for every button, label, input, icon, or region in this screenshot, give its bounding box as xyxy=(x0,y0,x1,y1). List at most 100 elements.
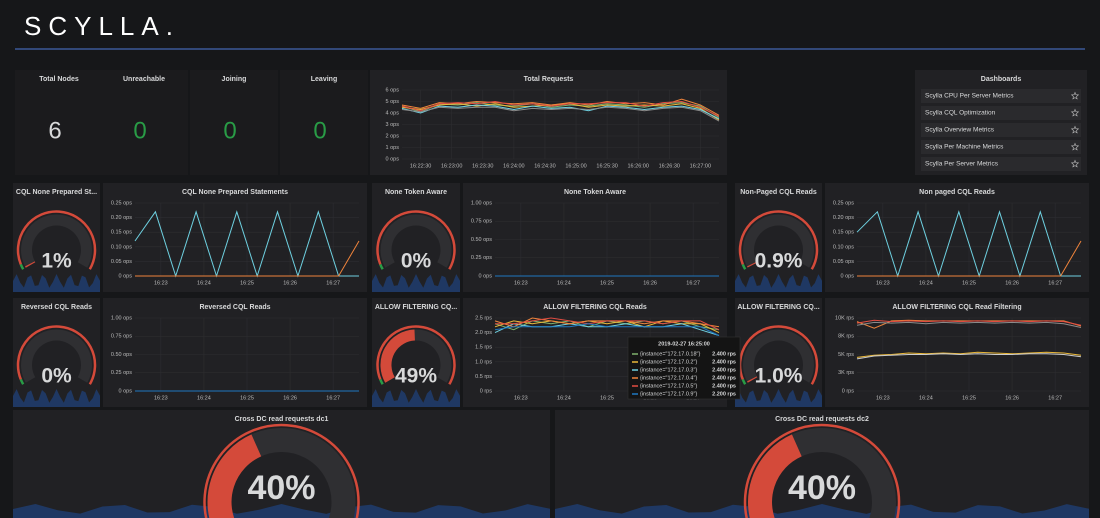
y-tick-label: 0.5 rps xyxy=(475,374,492,380)
gauge-threshold-bad xyxy=(738,210,819,270)
y-tick-label: 4 ops xyxy=(386,110,400,116)
tooltip-value: 2.200 rps xyxy=(712,391,736,397)
y-tick-label: 0.50 ops xyxy=(111,352,132,358)
x-tick-label: 16:27 xyxy=(326,395,340,401)
dashboard-link[interactable] xyxy=(921,106,1081,120)
panel-title: Cross DC read requests dc1 xyxy=(235,416,329,423)
x-tick-label: 16:27 xyxy=(1048,395,1062,401)
y-tick-label: 0.15 ops xyxy=(111,230,132,236)
x-tick-label: 16:23:00 xyxy=(441,163,462,169)
series-line xyxy=(856,351,1082,358)
y-tick-label: 2.5 rps xyxy=(475,315,492,321)
tooltip-value: 2.400 rps xyxy=(712,351,736,357)
panel xyxy=(370,70,727,175)
gauge-threshold-ok xyxy=(19,263,25,270)
x-tick-label: 16:24 xyxy=(557,395,571,401)
y-tick-label: 0.10 ops xyxy=(833,244,854,250)
y-tick-label: 0.10 ops xyxy=(111,244,132,250)
sparkline xyxy=(735,274,822,292)
dashboard-name[interactable]: Scylla Per Server Metrics xyxy=(925,161,999,168)
star-icon[interactable] xyxy=(1070,91,1080,100)
y-tick-label: 10K rps xyxy=(835,315,854,321)
series-line xyxy=(135,240,360,277)
tooltip-label: {instance="172.17.0.2"} xyxy=(640,359,697,365)
gauge-value xyxy=(748,434,803,518)
panel-title: Cross DC read requests dc2 xyxy=(775,416,869,423)
gauge-threshold-bad xyxy=(738,325,819,385)
dashboard-link[interactable] xyxy=(921,140,1081,154)
y-tick-label: 0 rps xyxy=(842,388,854,394)
dashboard-name[interactable]: Scylla CPU Per Server Metrics xyxy=(925,93,1014,100)
dashboard-link[interactable] xyxy=(921,157,1081,171)
panel-title: ALLOW FILTERING CQL Reads xyxy=(543,304,647,311)
tooltip-label: {instance="172.17.0.18"} xyxy=(640,351,700,357)
panel-title: ALLOW FILTERING CQ... xyxy=(375,304,457,311)
gauge-threshold-bad xyxy=(376,210,456,270)
gauge-value xyxy=(207,434,262,518)
tooltip-label: {instance="172.17.0.5"} xyxy=(640,383,697,389)
dashboard-name[interactable]: Scylla Overview Metrics xyxy=(925,127,995,134)
star-icon[interactable] xyxy=(1070,108,1080,117)
series-line xyxy=(401,104,720,120)
panel-title: Non paged CQL Reads xyxy=(919,189,995,196)
y-tick-label: 2 ops xyxy=(386,133,400,139)
series-line xyxy=(401,106,720,122)
x-tick-label: 16:25:00 xyxy=(565,163,586,169)
y-tick-label: 0.25 ops xyxy=(111,370,132,376)
dashboard-name[interactable]: Scylla CQL Optimization xyxy=(925,110,996,117)
panel xyxy=(190,70,278,175)
dashboard-name[interactable]: Scylla Per Machine Metrics xyxy=(925,144,1004,151)
x-tick-label: 16:26 xyxy=(643,280,657,286)
x-tick-label: 16:25 xyxy=(962,395,976,401)
y-tick-label: 1.00 ops xyxy=(111,315,132,321)
star-icon[interactable] xyxy=(1070,125,1080,134)
gauge-track xyxy=(743,329,814,383)
y-tick-label: 0.50 ops xyxy=(471,237,492,243)
x-tick-label: 16:23 xyxy=(514,280,528,286)
tooltip xyxy=(627,336,741,400)
x-tick-label: 16:26 xyxy=(283,280,297,286)
dashboard-link[interactable] xyxy=(921,123,1081,137)
star-icon[interactable] xyxy=(1070,159,1080,168)
series-line xyxy=(401,98,720,116)
x-tick-label: 16:26 xyxy=(1005,280,1019,286)
panel-title: ALLOW FILTERING CQ... xyxy=(737,304,819,311)
y-tick-label: 0 ops xyxy=(119,388,133,394)
x-tick-label: 16:27 xyxy=(326,280,340,286)
panel xyxy=(825,183,1089,292)
x-tick-label: 16:24 xyxy=(197,280,211,286)
gauge-threshold-bad xyxy=(203,423,360,518)
panel xyxy=(100,70,188,175)
y-tick-label: 0.20 ops xyxy=(833,215,854,221)
y-tick-label: 5 ops xyxy=(386,99,400,105)
x-tick-label: 16:26 xyxy=(1005,395,1019,401)
x-tick-label: 16:24 xyxy=(557,280,571,286)
dashboard-link[interactable] xyxy=(921,89,1081,103)
panel xyxy=(463,183,727,292)
y-tick-label: 1.5 rps xyxy=(475,345,492,351)
stat-value: 0 xyxy=(223,117,236,144)
tooltip-value: 2.400 rps xyxy=(712,383,736,389)
gauge-track xyxy=(380,214,452,268)
panel xyxy=(555,410,1089,518)
y-tick-label: 0.75 ops xyxy=(471,219,492,225)
panel-title: Reversed CQL Reads xyxy=(199,304,270,311)
logo: SCYLLA. xyxy=(24,11,180,41)
x-tick-label: 16:24:30 xyxy=(534,163,555,169)
y-tick-label: 0.15 ops xyxy=(833,230,854,236)
gauge-track xyxy=(21,214,92,268)
panel xyxy=(103,183,367,292)
gauge-threshold-ok xyxy=(741,378,747,385)
star-icon[interactable] xyxy=(1070,142,1080,151)
series-line xyxy=(494,323,720,336)
panel-title: Joining xyxy=(222,76,247,83)
x-tick-label: 16:22:30 xyxy=(410,163,431,169)
panel-title: CQL None Prepared Statements xyxy=(182,189,288,196)
gauge-label: 0% xyxy=(41,365,72,388)
series-line xyxy=(856,319,1082,326)
panel-title: ALLOW FILTERING CQL Read Filtering xyxy=(892,304,1021,311)
gauge-threshold-bad xyxy=(16,325,97,385)
series-line xyxy=(856,210,1081,278)
sparkline xyxy=(372,389,460,407)
